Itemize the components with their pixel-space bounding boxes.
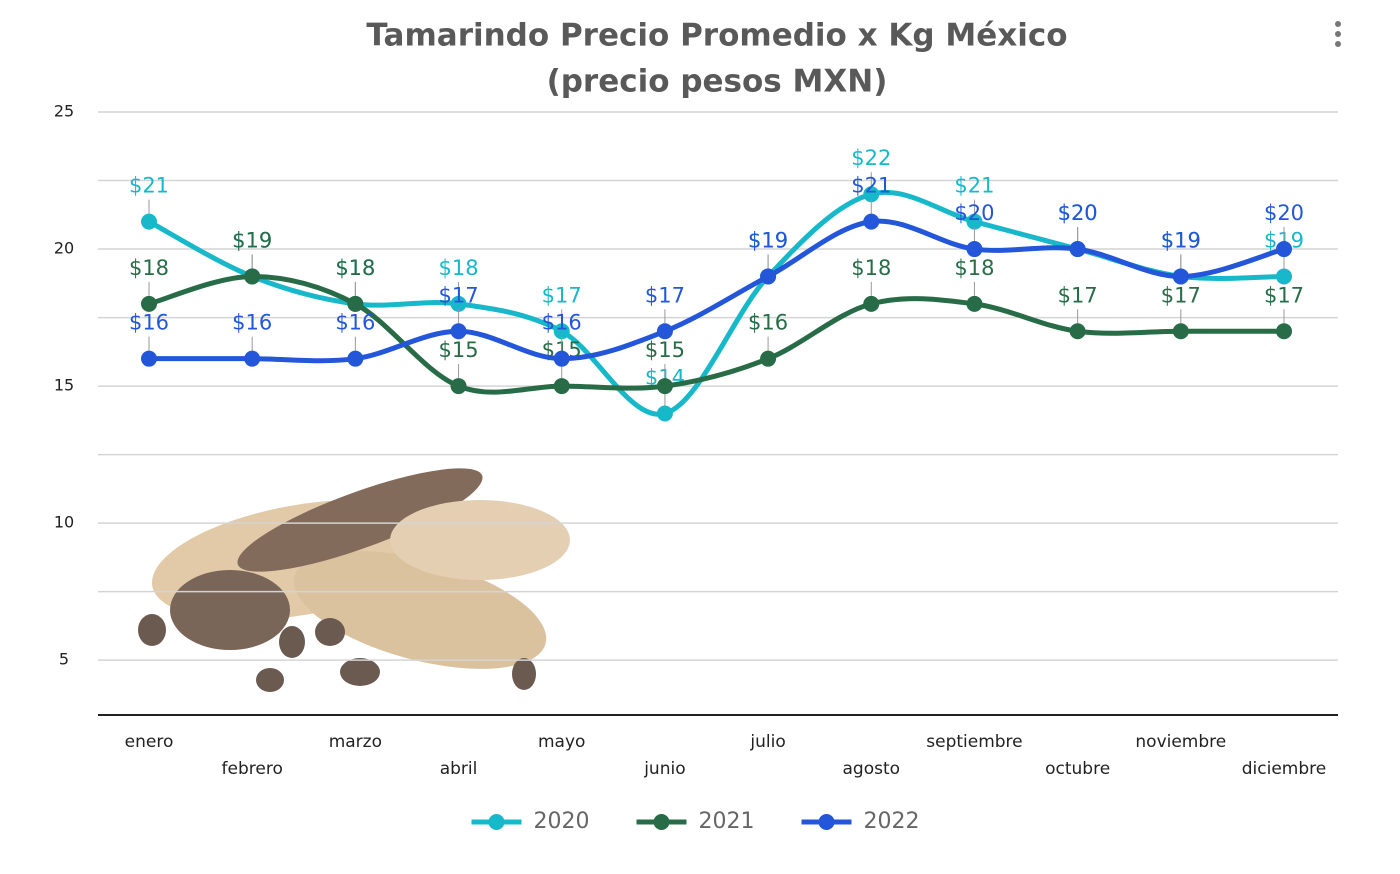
data-point xyxy=(347,350,364,367)
data-point xyxy=(450,378,467,395)
series-line xyxy=(148,218,1285,364)
data-point xyxy=(1276,241,1292,258)
data-label: $16 xyxy=(748,311,788,335)
data-point xyxy=(244,350,261,367)
data-point xyxy=(656,405,673,422)
data-point xyxy=(656,323,673,340)
y-tick-label: 20 xyxy=(54,239,74,258)
legend-label: 2020 xyxy=(534,809,590,834)
series: $16 $16 $16 $17 $16 $17 $19 $21 $20 $20 $19 $20 xyxy=(129,174,1304,367)
x-tick-label: mayo xyxy=(538,732,585,752)
data-point xyxy=(966,295,983,312)
data-label: $19 xyxy=(1161,228,1201,252)
legend-label: 2021 xyxy=(699,809,755,834)
data-point xyxy=(141,213,157,230)
data-point xyxy=(966,213,983,230)
data-point xyxy=(1069,241,1086,258)
data-point xyxy=(141,295,157,312)
data-point xyxy=(760,268,777,285)
legend-label: 2022 xyxy=(864,809,920,834)
data-label: $21 xyxy=(851,174,891,198)
x-tick-label: noviembre xyxy=(1135,732,1226,752)
data-point xyxy=(1172,323,1189,340)
data-label: $19 xyxy=(748,228,788,252)
legend-marker xyxy=(488,814,505,830)
data-label: $15 xyxy=(438,338,478,362)
data-point xyxy=(863,295,880,312)
data-label: $19 xyxy=(232,228,272,252)
data-point xyxy=(141,350,157,367)
x-tick-label: septiembre xyxy=(926,732,1022,752)
y-tick-label: 10 xyxy=(54,513,74,532)
data-label: $21 xyxy=(954,174,994,198)
y-tick-label: 5 xyxy=(59,650,69,669)
tamarind-illustration xyxy=(138,468,570,692)
data-label: $17 xyxy=(438,283,478,307)
data-label: $16 xyxy=(129,311,169,335)
data-label: $18 xyxy=(438,256,478,280)
data-point xyxy=(1276,268,1292,285)
series: $18$19$18$15 $15 $15$16$18 $18$17 $17 $17 xyxy=(129,228,1304,395)
x-tick-label: agosto xyxy=(842,759,900,779)
data-point xyxy=(1069,323,1086,340)
menu-button[interactable] xyxy=(1335,21,1341,47)
data-label: $18 xyxy=(129,256,169,280)
data-point xyxy=(347,295,364,312)
data-label: $20 xyxy=(1058,201,1098,225)
data-label: $19 xyxy=(748,228,788,252)
series-line xyxy=(148,273,1284,395)
data-label: $19 xyxy=(232,228,272,252)
x-tick-label: octubre xyxy=(1045,759,1110,779)
x-tick-label: abril xyxy=(440,759,478,779)
data-label: $20 xyxy=(1058,201,1098,225)
chart-subtitle: (precio pesos MXN) xyxy=(547,64,888,100)
data-point xyxy=(863,186,880,203)
data-label: $19 xyxy=(1161,228,1201,252)
chart-title: Tamarindo Precio Promedio x Kg México xyxy=(366,18,1067,54)
data-point xyxy=(553,350,570,367)
data-point xyxy=(966,241,983,258)
data-label: $17 xyxy=(1264,283,1304,307)
data-label: $16 xyxy=(232,311,272,335)
legend-marker xyxy=(818,814,835,830)
data-label: $20 xyxy=(954,201,994,225)
legend-marker xyxy=(653,814,670,830)
data-label: $18 xyxy=(335,256,375,280)
data-point xyxy=(656,378,673,395)
data-point xyxy=(244,268,261,285)
x-tick-label: junio xyxy=(643,759,685,779)
data-label: $16 xyxy=(335,311,375,335)
data-label: $18 xyxy=(851,256,891,280)
data-label: $20 xyxy=(1264,201,1304,225)
x-tick-label: enero xyxy=(125,732,174,752)
y-tick-label: 25 xyxy=(54,102,74,121)
data-label: $21 xyxy=(129,174,169,198)
data-label: $17 xyxy=(1161,283,1201,307)
x-tick-label: julio xyxy=(749,732,785,752)
data-point xyxy=(553,378,570,395)
x-tick-label: marzo xyxy=(329,732,382,752)
data-label: $17 xyxy=(1058,283,1098,307)
data-label: $22 xyxy=(851,146,891,170)
data-point xyxy=(1172,268,1189,285)
data-point xyxy=(553,323,570,340)
data-label: $18 xyxy=(335,256,375,280)
data-point xyxy=(760,350,777,367)
y-tick-label: 15 xyxy=(54,376,74,395)
data-label: $18 xyxy=(954,256,994,280)
data-label: $16 xyxy=(542,311,582,335)
data-point xyxy=(1276,323,1292,340)
data-point xyxy=(450,295,467,312)
x-tick-label: diciembre xyxy=(1242,759,1326,779)
data-point xyxy=(450,323,467,340)
data-label: $17 xyxy=(542,283,582,307)
data-label: $15 xyxy=(645,338,685,362)
x-tick-label: febrero xyxy=(222,759,283,779)
data-point xyxy=(863,213,880,230)
data-label: $17 xyxy=(645,283,685,307)
